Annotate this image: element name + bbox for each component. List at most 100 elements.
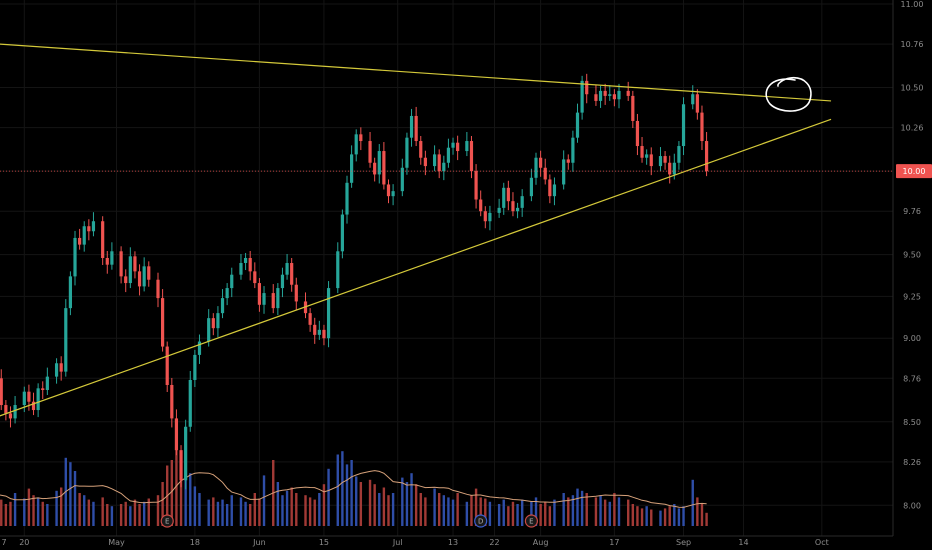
candle-body [612, 94, 616, 100]
candle-body [8, 413, 13, 419]
volume-bar [479, 497, 482, 526]
candle-body [170, 384, 174, 419]
candle-body [359, 134, 363, 142]
volume-bar [281, 495, 284, 526]
candle-body [681, 104, 686, 147]
event-badge[interactable]: E [524, 514, 539, 528]
candle-body [469, 141, 474, 172]
candle-body [211, 318, 215, 329]
price-tick-label: 8.50 [903, 418, 921, 427]
price-tick-label: 9.76 [903, 207, 921, 216]
volume-bar [225, 504, 229, 526]
volume-bar [9, 501, 12, 526]
volume-bar [221, 499, 224, 526]
volume-bar [705, 512, 708, 526]
candle-body [345, 182, 349, 215]
volume-bar [571, 495, 575, 526]
volume-bar [696, 497, 699, 526]
event-badge[interactable]: E [160, 514, 174, 528]
volume-bar [170, 460, 174, 526]
volume-bar [465, 501, 469, 526]
time-tick-label: 17 [609, 538, 619, 547]
candle-body [179, 450, 183, 481]
candle-body [13, 405, 17, 419]
price-tick-label: 8.76 [903, 374, 921, 383]
price-tick-label: 8.00 [903, 501, 921, 510]
volume-bar [23, 498, 26, 526]
candle-body [336, 251, 340, 289]
candle-body [0, 378, 3, 406]
trendlines[interactable] [0, 41, 832, 434]
candle-body [423, 157, 427, 167]
time-tick-label: 13 [448, 538, 458, 547]
volume-bar [0, 499, 3, 526]
volume-bar [608, 501, 611, 526]
volume-bar [83, 495, 86, 526]
candle-body [119, 251, 123, 277]
candle-body [161, 298, 165, 347]
candle-body [663, 156, 667, 163]
candle-body [377, 151, 381, 175]
candle-body [313, 324, 317, 335]
candle-body [147, 266, 151, 280]
candle-body [437, 154, 441, 172]
volume-bar [119, 504, 123, 526]
candle-body [400, 167, 404, 192]
candle-body [608, 94, 612, 96]
candle-body [326, 288, 331, 339]
time-tick-label: Oct [815, 538, 829, 547]
volume-bar [110, 506, 114, 526]
volume-bar [511, 501, 515, 526]
candle-body [543, 167, 547, 180]
event-badge[interactable]: D [474, 514, 488, 528]
volume-bar [78, 493, 81, 526]
volume-bar [636, 506, 639, 526]
price-tick-label: 10.76 [901, 40, 924, 49]
volume-bar [447, 497, 450, 526]
volume-bar [442, 495, 446, 526]
price-tick-label: 9.50 [903, 251, 921, 260]
candle-body [73, 237, 77, 277]
volume-bar [198, 493, 201, 526]
candle-body [626, 90, 630, 96]
volume-bar [295, 493, 298, 526]
trendline-upper-resistance[interactable] [0, 41, 832, 102]
price-tick-label: 9.25 [903, 292, 921, 301]
candle-body [502, 187, 506, 208]
volume-bar [502, 499, 505, 526]
volume-bar [87, 499, 91, 526]
time-axis[interactable]: 7 20 May 18 Jun 15 Jul 13 22 Aug 17 Sep 14 Oct [1, 538, 828, 547]
candle-body [220, 298, 225, 314]
volume-bar [55, 490, 58, 526]
volume-bar [13, 493, 17, 526]
candle-body [174, 418, 179, 451]
volume-bar [613, 493, 616, 526]
candle-body [386, 184, 391, 197]
volume-bar [69, 462, 72, 526]
candle-body [27, 391, 31, 402]
candle-body [271, 293, 275, 309]
volume-bar [691, 479, 694, 526]
candle-body [668, 162, 672, 175]
candle-body [276, 288, 280, 309]
candle-body [308, 313, 312, 325]
time-tick-label: 20 [19, 538, 29, 547]
candle-body [230, 274, 234, 289]
volume-bar [327, 468, 330, 526]
candle-body [54, 363, 59, 377]
volume-bar [631, 504, 635, 526]
volume-bar [594, 497, 598, 526]
volume-bar [373, 484, 376, 526]
candle-body [511, 201, 515, 212]
candle-body [285, 263, 289, 275]
event-badge-label: E [165, 518, 169, 526]
volume-bar [650, 509, 653, 526]
candle-body [239, 263, 243, 275]
candle-body [59, 363, 63, 372]
volume-bar [73, 471, 77, 526]
volume-bar [248, 504, 252, 526]
trendline-lower-support[interactable] [0, 118, 832, 433]
volume-bar [405, 482, 409, 526]
